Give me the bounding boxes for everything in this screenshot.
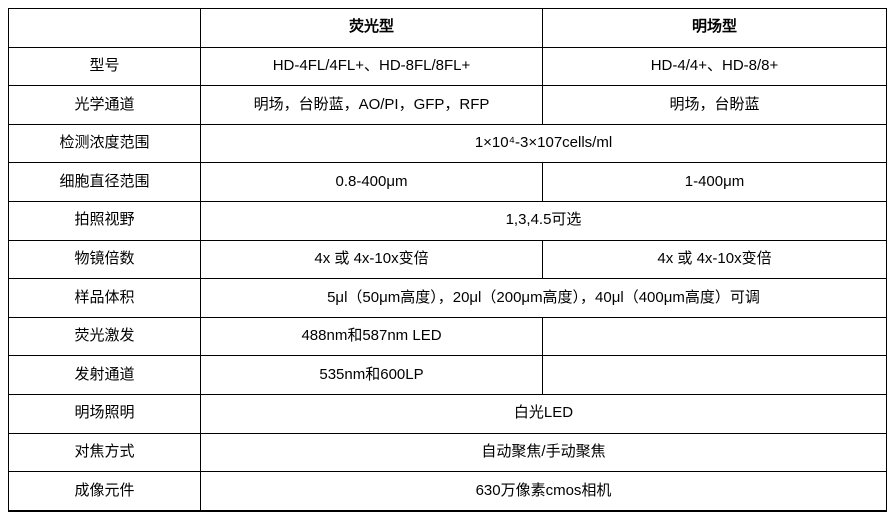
header-row: 荧光型 明场型 (8, 8, 887, 48)
row-label: 样品体积 (8, 278, 201, 318)
header-fluorescence: 荧光型 (200, 8, 543, 48)
row-label: 细胞直径范围 (8, 162, 201, 202)
row-label: 型号 (8, 46, 201, 87)
row-label: 光学通道 (8, 85, 201, 125)
cell-fluorescence: 明场，台盼蓝，AO/PI，GFP，RFP (200, 85, 543, 125)
row-label: 检测浓度范围 (8, 123, 201, 164)
row-label: 明场照明 (8, 393, 201, 434)
cell-fluorescence: 488nm和587nm LED (200, 316, 543, 357)
table-row-brightfield-illumination: 明场照明 白光LED (8, 393, 887, 434)
cell-span: 自动聚焦/手动聚焦 (200, 432, 887, 473)
spec-table: 荧光型 明场型 型号 HD-4FL/4FL+、HD-8FL/8FL+ HD-4/… (8, 8, 887, 512)
cell-fluorescence: HD-4FL/4FL+、HD-8FL/8FL+ (200, 46, 543, 87)
cell-brightfield (542, 316, 887, 357)
table-row-photo-field: 拍照视野 1,3,4.5可选 (8, 200, 887, 241)
cell-span: 630万像素cmos相机 (200, 471, 887, 512)
table-row-imaging-sensor: 成像元件 630万像素cmos相机 (8, 471, 887, 512)
cell-brightfield: 明场，台盼蓝 (542, 85, 887, 125)
cell-brightfield: 1-400μm (542, 162, 887, 202)
row-label: 物镜倍数 (8, 239, 201, 280)
header-empty-cell (8, 8, 201, 48)
cell-brightfield: 4x 或 4x-10x变倍 (542, 239, 887, 280)
cell-span: 1×10⁴-3×107cells/ml (200, 123, 887, 164)
cell-fluorescence: 0.8-400μm (200, 162, 543, 202)
row-label: 成像元件 (8, 471, 201, 512)
table-row-objective-magnification: 物镜倍数 4x 或 4x-10x变倍 4x 或 4x-10x变倍 (8, 239, 887, 280)
cell-brightfield (542, 355, 887, 395)
table-row-emission-channels: 发射通道 535nm和600LP (8, 355, 887, 395)
cell-span: 白光LED (200, 393, 887, 434)
row-label: 荧光激发 (8, 316, 201, 357)
row-label: 发射通道 (8, 355, 201, 395)
table-row-focus-method: 对焦方式 自动聚焦/手动聚焦 (8, 432, 887, 473)
table-row-model: 型号 HD-4FL/4FL+、HD-8FL/8FL+ HD-4/4+、HD-8/… (8, 46, 887, 87)
cell-fluorescence: 535nm和600LP (200, 355, 543, 395)
cell-fluorescence: 4x 或 4x-10x变倍 (200, 239, 543, 280)
cell-span: 1,3,4.5可选 (200, 200, 887, 241)
table-row-optical-channels: 光学通道 明场，台盼蓝，AO/PI，GFP，RFP 明场，台盼蓝 (8, 85, 887, 125)
table-row-concentration-range: 检测浓度范围 1×10⁴-3×107cells/ml (8, 123, 887, 164)
table-row-sample-volume: 样品体积 5μl（50μm高度），20μl（200μm高度），40μl（400μ… (8, 278, 887, 318)
row-label: 拍照视野 (8, 200, 201, 241)
table-row-fluorescence-excitation: 荧光激发 488nm和587nm LED (8, 316, 887, 357)
cell-span: 5μl（50μm高度），20μl（200μm高度），40μl（400μm高度）可… (200, 278, 887, 318)
cell-brightfield: HD-4/4+、HD-8/8+ (542, 46, 887, 87)
header-brightfield: 明场型 (542, 8, 887, 48)
table-row-cell-diameter-range: 细胞直径范围 0.8-400μm 1-400μm (8, 162, 887, 202)
row-label: 对焦方式 (8, 432, 201, 473)
